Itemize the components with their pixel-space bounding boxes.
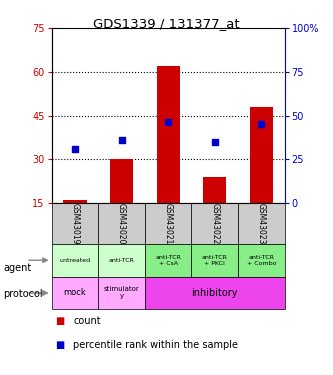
Bar xyxy=(110,159,133,203)
Text: anti-TCR
+ Combo: anti-TCR + Combo xyxy=(247,255,276,266)
Text: inhibitory: inhibitory xyxy=(191,288,238,298)
Text: ■: ■ xyxy=(55,340,64,350)
Point xyxy=(166,120,171,126)
Point xyxy=(72,146,78,152)
Text: protocol: protocol xyxy=(3,290,43,299)
Bar xyxy=(145,203,191,244)
Bar xyxy=(238,203,285,244)
Bar xyxy=(250,107,273,203)
Text: GSM43019: GSM43019 xyxy=(70,202,80,244)
Bar xyxy=(145,277,285,309)
Point xyxy=(212,139,217,145)
Bar xyxy=(63,200,87,203)
Text: GDS1339 / 131377_at: GDS1339 / 131377_at xyxy=(93,17,240,30)
Bar xyxy=(98,277,145,309)
Bar xyxy=(191,244,238,277)
Text: mock: mock xyxy=(64,288,86,297)
Text: untreated: untreated xyxy=(59,258,91,263)
Bar xyxy=(203,177,226,203)
Bar xyxy=(52,277,98,309)
Text: anti-TCR
+ CsA: anti-TCR + CsA xyxy=(155,255,181,266)
Text: count: count xyxy=(73,316,101,326)
Text: GSM43021: GSM43021 xyxy=(164,202,173,244)
Text: GSM43023: GSM43023 xyxy=(257,202,266,244)
Text: ■: ■ xyxy=(55,316,64,326)
Bar xyxy=(52,244,98,277)
Text: percentile rank within the sample: percentile rank within the sample xyxy=(73,340,238,350)
Bar xyxy=(52,203,98,244)
Text: anti-TCR
+ PKCi: anti-TCR + PKCi xyxy=(202,255,228,266)
Text: GSM43022: GSM43022 xyxy=(210,202,219,244)
Bar xyxy=(157,66,180,203)
Bar xyxy=(238,244,285,277)
Text: stimulator
y: stimulator y xyxy=(104,286,140,300)
Point xyxy=(259,121,264,127)
Bar xyxy=(191,203,238,244)
Bar xyxy=(145,244,191,277)
Text: GSM43020: GSM43020 xyxy=(117,202,126,244)
Text: agent: agent xyxy=(3,263,32,273)
Point xyxy=(119,137,124,143)
Bar xyxy=(98,244,145,277)
Bar xyxy=(98,203,145,244)
Text: anti-TCR: anti-TCR xyxy=(109,258,135,263)
